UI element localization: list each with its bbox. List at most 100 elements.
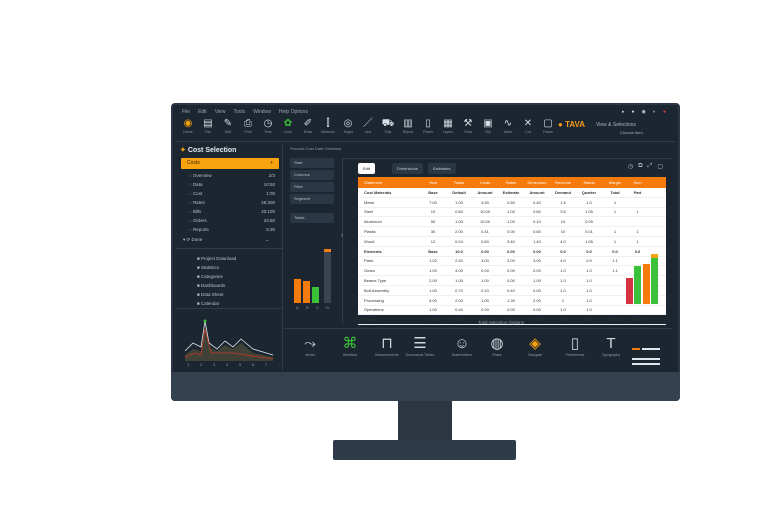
- panel-button[interactable]: Segment: [290, 194, 334, 204]
- item-label: Reports: [192, 227, 209, 232]
- sidebar-list-item[interactable]: ■ Dashboards: [197, 283, 226, 288]
- panel-button[interactable]: Start: [290, 158, 334, 168]
- tab-estimates[interactable]: Estimates: [428, 163, 456, 174]
- sidebar-item[interactable]: ◌ Overview 2/3: [189, 173, 275, 178]
- refresh-icon[interactable]: ◷: [628, 164, 634, 170]
- bottom-tool-workflow[interactable]: ⌘ Workflow: [333, 335, 367, 357]
- table-row[interactable]: Processing 5.00 2.00 1.00 1.30 2.00 1 1.0: [358, 296, 666, 306]
- list-menu-icon[interactable]: [632, 340, 660, 365]
- help-icon[interactable]: ◐: [652, 109, 656, 115]
- sidebar-list-item[interactable]: ■ Calendar: [197, 301, 220, 306]
- table-row[interactable]: Project 1.00 0.70 0.40 0.40 1.00 1.0 0.0 Total Su…: [358, 315, 666, 326]
- sidebar-list-item[interactable]: ■ Project Download: [197, 256, 237, 261]
- tick-label: 4: [226, 362, 229, 367]
- panel-button[interactable]: Filter: [290, 182, 334, 192]
- sidebar-done[interactable]: ▾ ⟳ Done ⌄: [183, 237, 269, 242]
- column-header[interactable]: Sum: [633, 180, 642, 185]
- expand-arrow-icon[interactable]: ›: [341, 232, 344, 239]
- toolbar-button-cut[interactable]: ✕ Cut: [520, 118, 536, 134]
- bottom-tool-measurements[interactable]: ⊓ Measurements: [370, 335, 404, 357]
- menu-item[interactable]: File: [182, 109, 191, 115]
- sidebar-list-item[interactable]: ■ Statistics: [197, 265, 219, 270]
- panel-button[interactable]: Totals: [290, 213, 334, 223]
- toolbar-button-frame[interactable]: ▢ Frame: [540, 118, 556, 134]
- table-row[interactable]: Cost Materials Base Default Amount Estimate A…: [358, 188, 666, 198]
- bottom-tool-documents-tables[interactable]: ☰ Documents Tables: [403, 335, 437, 357]
- menu-item[interactable]: Window: [253, 109, 271, 115]
- sidebar-list-item[interactable]: ■ Categories: [197, 274, 223, 279]
- table-row[interactable]: Gears 1.00 4.00 0.00 0.00 0.00 1.0 1.0 1.1: [358, 266, 666, 277]
- tab-edit[interactable]: Edit: [358, 163, 375, 174]
- bottom-tool-share[interactable]: ◍ Share: [480, 335, 514, 357]
- column-header[interactable]: Revenue: [554, 180, 571, 185]
- column-header[interactable]: Status: [583, 180, 595, 185]
- sidebar-item-selected[interactable]: Costs +: [181, 158, 279, 169]
- menu-item[interactable]: Tools: [233, 109, 246, 115]
- table-row[interactable]: Aluminum 50 1.00 10.00 1.00 0.10 10 0.05: [358, 217, 666, 228]
- toolbar-button-color[interactable]: ✿ Color: [280, 118, 296, 134]
- menu-item[interactable]: Edit: [198, 109, 207, 115]
- toolbar-button-file[interactable]: ▤ File: [200, 118, 216, 134]
- export-icon[interactable]: ⧉: [638, 163, 643, 169]
- tick-label: 6: [252, 362, 255, 367]
- minimize-icon[interactable]: ▸: [622, 109, 625, 115]
- sidebar-item[interactable]: ◌ Bills 20:100: [189, 209, 275, 214]
- tab-dimensions[interactable]: Dimensions: [392, 163, 423, 174]
- toolbar-button-print[interactable]: ⎙ Print: [240, 118, 256, 134]
- column-header[interactable]: Margin: [608, 180, 622, 185]
- restore-icon[interactable]: ●: [631, 109, 635, 115]
- column-header[interactable]: Totals: [453, 180, 465, 185]
- toolbar-button-draw[interactable]: ✐ Draw: [300, 118, 316, 134]
- sidebar-item[interactable]: ◌ Reports 5:30: [189, 227, 275, 232]
- sidebar-item[interactable]: ◌ Data 10:50: [189, 182, 275, 187]
- bottom-tool-navigate[interactable]: ◈ Navigate: [518, 335, 552, 357]
- settings-icon[interactable]: ◉: [641, 109, 646, 115]
- table-row[interactable]: Bolt Assembly 1.00 0.70 0.10 0.40 0.00 1.0 1.0: [358, 286, 666, 296]
- table-row[interactable]: Metal 7.00 1.00 4.50 0.50 0.40 1.5 1.0 1: [358, 198, 666, 208]
- column-header[interactable]: Statement: [364, 180, 383, 185]
- sidebar-item[interactable]: ◌ Cost 1:00: [189, 191, 275, 196]
- table-cell: 0.0: [560, 248, 566, 254]
- table-row[interactable]: Parts 1.02 2.40 3.00 3.00 3.00 4.0 0.9 1.1: [358, 257, 666, 267]
- toolbar-button-target[interactable]: ◎ Target: [340, 118, 356, 134]
- table-row[interactable]: Plastic 30 2.00 0.41 0.00 0.60 10 0.01 1 1: [358, 227, 666, 237]
- sidebar-item[interactable]: ◌ Rates 26:300: [189, 200, 275, 205]
- close-icon[interactable]: ●: [662, 109, 666, 115]
- table-row[interactable]: Operations 1.00 0.40 0.00 0.00 0.00 1.0 1.0: [358, 306, 666, 316]
- bottom-tool-stakeholders[interactable]: ☺ Stakeholders: [445, 335, 479, 357]
- sidebar-item[interactable]: ◌ Orders 24:50: [189, 218, 275, 223]
- toolbar-button-wave[interactable]: ∿ Wave: [500, 118, 516, 134]
- column-header[interactable]: Dimension: [527, 180, 547, 185]
- column-header[interactable]: Costs: [479, 180, 491, 185]
- table-cell: 1.05: [585, 209, 593, 215]
- table-cell: Quarter: [581, 189, 597, 195]
- sidebar-list-item[interactable]: ■ Data Sheet: [197, 292, 224, 297]
- toolbar-button-edit[interactable]: ✎ Edit: [220, 118, 236, 134]
- column-header[interactable]: Rates: [505, 180, 517, 185]
- bottom-tool-typography[interactable]: T Typography: [594, 335, 628, 357]
- column-header[interactable]: Year: [428, 180, 438, 185]
- toolbar-button-measure[interactable]: ⫿ Measure: [320, 118, 336, 134]
- table-row[interactable]: Elements Base 10.0 0.00 0.00 0.00 0.0 0.0 0.0 0.0: [358, 247, 666, 257]
- bottom-tool-preferences[interactable]: ▯ Preferences: [558, 335, 592, 357]
- table-cell: Beams Type: [364, 278, 387, 284]
- toolbar-button-clip[interactable]: ▣ Clip: [480, 118, 496, 134]
- toolbar-button-line[interactable]: ／ Line: [360, 118, 376, 134]
- menu-item[interactable]: Help Options: [278, 109, 308, 115]
- toolbar-button-report[interactable]: ▥ Report: [400, 118, 416, 134]
- toolbar-button-power[interactable]: ▯ Power: [420, 118, 436, 134]
- bottom-tool-vector[interactable]: ⤳ Vector: [293, 335, 327, 357]
- table-row[interactable]: Steel 10 0.60 10.00 1.00 0.60 3.5 1.05 1 1: [358, 208, 666, 218]
- table-row[interactable]: Beams Type 2.00 1.00 1.00 0.00 1.00 1.0 1.0: [358, 276, 666, 286]
- toolbar-button-time[interactable]: ◷ Time: [260, 118, 276, 134]
- toolbar-button-layers[interactable]: ▦ Layers: [440, 118, 456, 134]
- table-row[interactable]: Wood 12 0.04 0.60 3.40 1.40 4.0 1.05 1 1: [358, 237, 666, 247]
- expand-icon[interactable]: ⤢: [647, 163, 653, 169]
- panel-button[interactable]: Columns: [290, 170, 334, 180]
- toolbar-button-home[interactable]: ◉ Home: [180, 118, 196, 134]
- table-cell: Elements: [364, 248, 382, 254]
- menu-item[interactable]: View: [214, 109, 226, 115]
- copy-icon[interactable]: ▢: [657, 164, 664, 170]
- toolbar-button-tools[interactable]: ⚒ Tools: [460, 118, 476, 134]
- toolbar-button-ship[interactable]: ⛟ Ship: [380, 118, 396, 134]
